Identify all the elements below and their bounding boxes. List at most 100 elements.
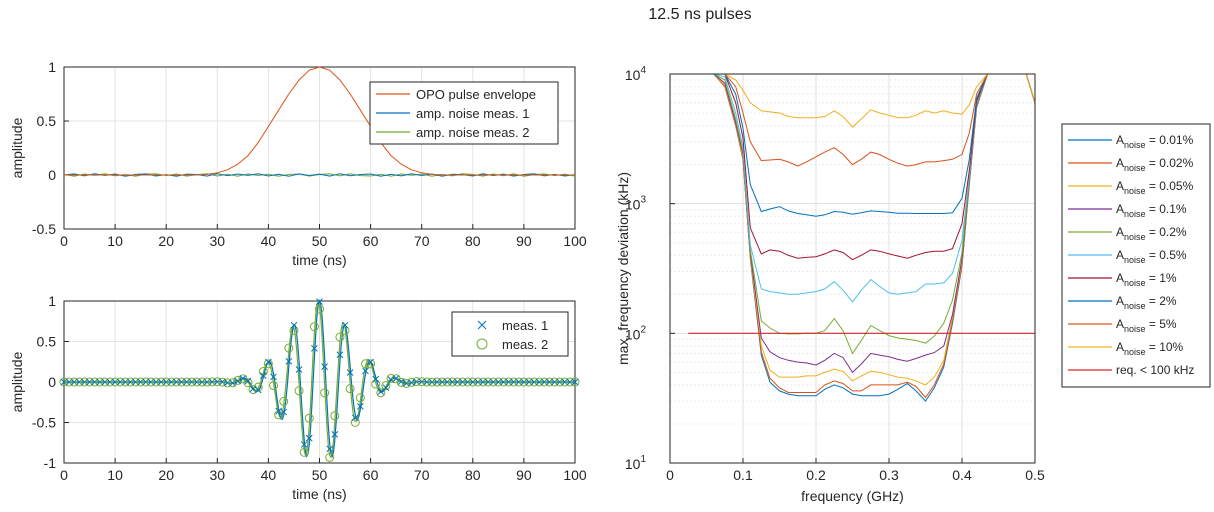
marker-cross [351, 414, 359, 422]
series-line [64, 66, 575, 176]
marker-circle [177, 377, 187, 387]
marker-cross [372, 375, 380, 383]
legend-box [451, 311, 569, 357]
marker-circle [85, 377, 95, 387]
legend-label: amp. noise meas. 1 [416, 106, 529, 121]
legend-label: OPO pulse envelope [416, 87, 536, 102]
legend-subscript: noise [1124, 301, 1146, 311]
marker-circle [355, 393, 365, 403]
marker-circle [269, 381, 279, 391]
marker-circle [458, 377, 468, 387]
legend-label: amp. noise meas. 2 [416, 125, 529, 140]
marker-circle [95, 377, 105, 387]
marker-circle [345, 384, 355, 394]
marker-circle [432, 377, 442, 387]
marker-cross [321, 363, 328, 370]
x-tick-label: 20 [158, 467, 174, 483]
marker-circle [360, 359, 370, 369]
marker-cross [341, 321, 349, 329]
y-tick-label: -0.5 [32, 415, 56, 431]
legend-marker-cross [477, 320, 487, 330]
marker-cross [392, 375, 400, 382]
marker-cross [259, 372, 267, 380]
y-tick-exponent: 2 [640, 324, 646, 335]
x-axis-label: time (ns) [292, 486, 346, 502]
series-line [713, 74, 999, 399]
marker-circle [74, 377, 84, 387]
marker-circle [417, 377, 427, 387]
bottom-left-chart: 0 10 20 30 40 50 60 70 80 90 100 -1 -0.5 0 0.5 1 time (n… [9, 293, 587, 502]
x-tick-label: 0 [60, 467, 68, 483]
marker-cross [234, 377, 242, 385]
marker-circle [161, 377, 171, 387]
x-tick-label: 50 [312, 467, 328, 483]
marker-circle [473, 377, 483, 387]
marker-cross [326, 445, 334, 453]
y-tick-label: -0.5 [32, 221, 56, 237]
marker-circle [115, 377, 125, 387]
marker-circle [452, 377, 462, 387]
y-tick-label: 1 [48, 59, 56, 75]
x-tick-label: 40 [261, 233, 277, 249]
x-tick-label: 30 [210, 467, 226, 483]
marker-cross [295, 366, 303, 373]
x-tick-label: 0.4 [952, 467, 972, 483]
marker-cross [275, 407, 282, 415]
marker-circle [192, 377, 202, 387]
marker-circle [534, 377, 544, 387]
marker-circle [125, 377, 135, 387]
marker-cross [336, 351, 344, 359]
marker-circle [243, 378, 253, 388]
marker-circle [381, 381, 391, 391]
marker-circle [463, 377, 473, 387]
marker-circle [182, 377, 192, 387]
marker-circle [253, 382, 263, 392]
legend-subscript: noise [1124, 209, 1146, 219]
marker-circle [447, 377, 457, 387]
marker-circle [483, 377, 493, 387]
x-tick-label: 10 [107, 467, 123, 483]
marker-circle [335, 332, 345, 342]
x-tick-label: 0 [666, 467, 674, 483]
marker-circle [156, 377, 166, 387]
legend-text: = 1% [1146, 271, 1177, 285]
marker-circle [371, 379, 381, 389]
y-tick-label: 104 [625, 65, 647, 83]
legend-subscript: noise [1124, 140, 1146, 150]
legend-subscript: noise [1124, 186, 1146, 196]
legend-subscript: noise [1124, 163, 1146, 173]
marker-cross [229, 379, 236, 387]
marker-circle [110, 377, 120, 387]
legend-label: meas. 1 [502, 318, 548, 333]
marker-circle [223, 378, 233, 388]
x-tick-label: 80 [465, 233, 481, 249]
marker-circle [284, 343, 294, 353]
marker-cross [280, 408, 288, 416]
legend-text: = 2% [1146, 294, 1177, 308]
marker-cross [362, 367, 369, 375]
marker-cross [357, 403, 364, 410]
x-tick-label: 0.5 [1025, 467, 1045, 483]
x-tick-label: 70 [414, 467, 430, 483]
marker-circle [529, 377, 539, 387]
y-tick-exponent: 1 [640, 454, 646, 465]
marker-circle [315, 304, 324, 314]
y-tick-label: 0 [48, 167, 56, 183]
marker-circle [131, 377, 141, 387]
legend-text: = 0.1% [1146, 202, 1187, 216]
x-tick-label: 30 [210, 233, 226, 249]
y-tick-label: 0.5 [37, 334, 57, 350]
marker-circle [279, 396, 289, 406]
marker-circle [509, 377, 519, 387]
marker-circle [386, 373, 396, 383]
legend-text: = 0.5% [1146, 248, 1187, 262]
marker-circle [442, 377, 452, 387]
marker-circle [207, 377, 217, 387]
marker-circle [141, 377, 151, 387]
series-line [713, 74, 999, 374]
x-tick-label: 40 [261, 467, 277, 483]
marker-cross [265, 358, 272, 366]
marker-cross [290, 321, 298, 329]
legend-subscript: noise [1124, 255, 1146, 265]
